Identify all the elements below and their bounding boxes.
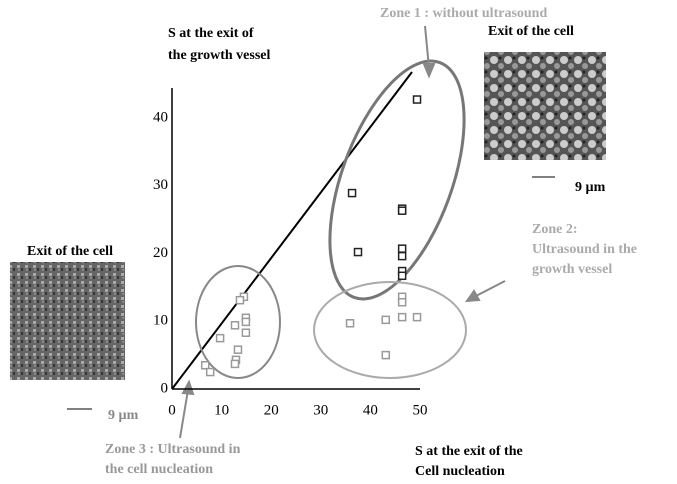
y-tick-label: 0 <box>161 380 169 396</box>
point <box>381 350 391 360</box>
annotation: Exit of the cell <box>27 244 113 259</box>
x-tick-label: 0 <box>168 402 176 418</box>
sem-image <box>484 52 606 160</box>
x-axis-title: Cell nucleation <box>415 464 505 479</box>
y-tick-label: 10 <box>153 313 168 329</box>
x-tick-label: 40 <box>363 402 378 418</box>
y-axis-title: the growth vessel <box>168 48 271 63</box>
annotation: 9 µm <box>108 408 139 423</box>
annotation: Exit of the cell <box>488 24 574 39</box>
x-tick-label: 20 <box>264 402 279 418</box>
annotation: 9 µm <box>575 180 606 195</box>
point <box>241 317 251 327</box>
zone2-ellipse <box>313 281 467 379</box>
zone1-ellipse <box>328 59 466 301</box>
point <box>412 312 422 322</box>
y-tick-label: 40 <box>153 109 168 125</box>
annotation: Zone 3 : Ultrasound in <box>105 442 241 457</box>
point <box>353 247 363 257</box>
x-tick-label: 10 <box>214 402 229 418</box>
x-axis-title: S at the exit of the <box>415 444 523 459</box>
annotation: Zone 1 : without ultrasound <box>380 6 547 21</box>
point <box>381 315 391 325</box>
point <box>235 295 245 305</box>
annotation: growth vessel <box>532 262 612 277</box>
point <box>230 321 240 330</box>
point <box>345 318 355 328</box>
annotation: the cell nucleation <box>105 462 213 477</box>
point <box>200 361 210 370</box>
zone3-ellipse <box>195 265 281 379</box>
y-axis-title: S at the exit of <box>168 26 254 41</box>
point <box>241 328 251 337</box>
x-tick-label: 50 <box>413 402 428 418</box>
annotation: Zone 2: <box>532 222 578 237</box>
point <box>230 359 240 369</box>
point <box>397 244 407 253</box>
point <box>397 271 407 281</box>
reference-line <box>171 71 413 390</box>
arrows <box>179 25 506 439</box>
point <box>205 367 215 377</box>
point <box>397 251 407 261</box>
point <box>233 345 243 354</box>
y-tick-label: 30 <box>153 177 168 193</box>
x-tick-label: 30 <box>313 402 328 418</box>
point <box>397 312 407 322</box>
point <box>397 297 407 307</box>
annotation: Ultrasound in the <box>532 242 637 257</box>
sem-image <box>10 262 125 380</box>
point <box>347 188 357 198</box>
y-tick-label: 20 <box>153 245 168 261</box>
point <box>215 333 225 343</box>
point <box>397 206 407 215</box>
point <box>412 95 422 104</box>
